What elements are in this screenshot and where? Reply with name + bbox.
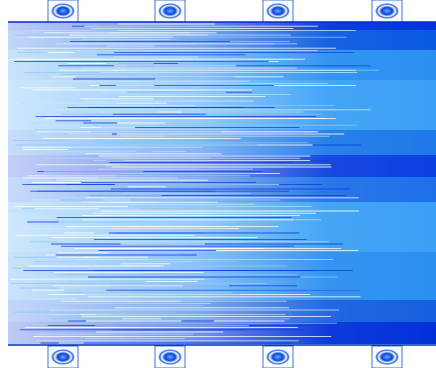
vortex [158,349,182,365]
vortex [375,3,399,19]
vortex [158,3,182,19]
page: {} (() => { JSON.parse(document.g [0,0,436,368]
vortex [266,349,290,365]
flow-field-image [0,0,436,368]
vortex [266,3,290,19]
vortex [375,349,399,365]
vortex [51,349,75,365]
vortex [51,3,75,19]
